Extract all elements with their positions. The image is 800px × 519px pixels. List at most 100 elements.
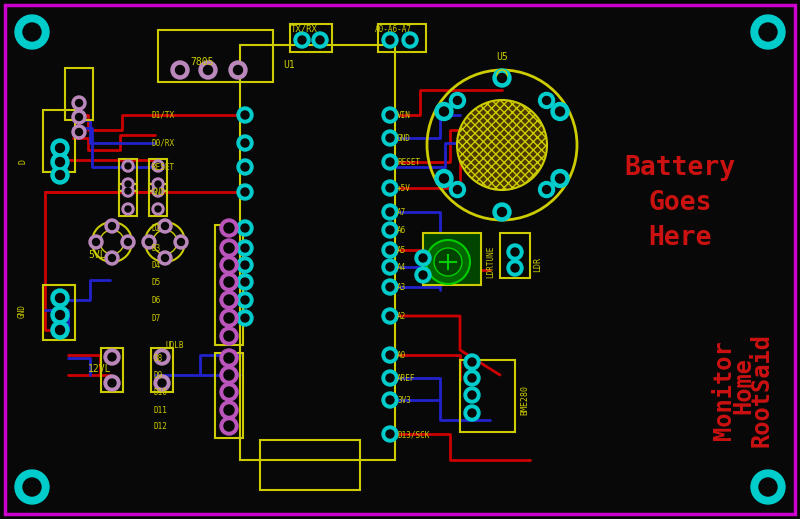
- Circle shape: [294, 32, 310, 48]
- Circle shape: [234, 65, 242, 75]
- Circle shape: [415, 267, 431, 283]
- Text: Here: Here: [648, 225, 712, 251]
- Circle shape: [382, 370, 398, 386]
- Circle shape: [155, 188, 161, 194]
- Bar: [149, 159, 167, 191]
- Text: D7: D7: [152, 314, 162, 323]
- Circle shape: [15, 15, 49, 49]
- Circle shape: [152, 160, 164, 172]
- Circle shape: [759, 23, 777, 41]
- Text: +5V: +5V: [397, 184, 411, 193]
- Text: D4: D4: [152, 261, 162, 270]
- Circle shape: [241, 296, 249, 304]
- Bar: [215, 225, 243, 345]
- Circle shape: [511, 248, 519, 256]
- Circle shape: [237, 310, 253, 326]
- Circle shape: [142, 235, 156, 249]
- Circle shape: [493, 203, 511, 221]
- Circle shape: [224, 331, 234, 341]
- Circle shape: [382, 154, 398, 170]
- Circle shape: [468, 391, 476, 399]
- Circle shape: [125, 163, 131, 169]
- Circle shape: [51, 306, 69, 324]
- Circle shape: [551, 170, 569, 187]
- Circle shape: [55, 294, 65, 303]
- Circle shape: [220, 291, 238, 309]
- Circle shape: [220, 309, 238, 327]
- Circle shape: [51, 153, 69, 171]
- Circle shape: [386, 111, 394, 119]
- Circle shape: [23, 478, 41, 496]
- Bar: [290, 24, 332, 52]
- Circle shape: [51, 289, 69, 307]
- Circle shape: [382, 204, 398, 220]
- Circle shape: [450, 182, 466, 198]
- Circle shape: [386, 36, 394, 44]
- Text: D5: D5: [152, 278, 162, 287]
- Circle shape: [122, 178, 134, 190]
- Text: Home: Home: [731, 357, 755, 414]
- Circle shape: [162, 223, 169, 229]
- Circle shape: [382, 426, 398, 442]
- Circle shape: [450, 92, 466, 108]
- Circle shape: [155, 181, 161, 187]
- Text: A0-A6-A7: A0-A6-A7: [375, 25, 412, 34]
- Circle shape: [220, 383, 238, 401]
- Circle shape: [237, 274, 253, 290]
- Text: TX/RX: TX/RX: [291, 25, 318, 34]
- Circle shape: [224, 421, 234, 431]
- Circle shape: [220, 239, 238, 257]
- Circle shape: [51, 139, 69, 157]
- Circle shape: [121, 235, 135, 249]
- Circle shape: [89, 235, 103, 249]
- Circle shape: [498, 208, 506, 216]
- Text: Goes: Goes: [648, 190, 712, 216]
- Text: D11: D11: [153, 406, 167, 415]
- Text: D8: D8: [153, 354, 162, 363]
- Circle shape: [162, 254, 169, 262]
- Circle shape: [75, 114, 82, 120]
- Text: U1: U1: [283, 60, 294, 70]
- Circle shape: [51, 321, 69, 339]
- Circle shape: [55, 171, 65, 180]
- Circle shape: [199, 61, 217, 79]
- Bar: [65, 68, 93, 120]
- Text: D1/TX: D1/TX: [152, 111, 175, 120]
- Circle shape: [386, 184, 394, 192]
- Circle shape: [454, 97, 462, 104]
- Text: LDR: LDR: [533, 257, 542, 272]
- Circle shape: [109, 254, 115, 262]
- Circle shape: [386, 263, 394, 271]
- Circle shape: [152, 203, 164, 215]
- Circle shape: [386, 374, 394, 382]
- Circle shape: [224, 295, 234, 305]
- Circle shape: [382, 392, 398, 408]
- Circle shape: [108, 379, 116, 387]
- Circle shape: [105, 251, 119, 265]
- Circle shape: [382, 242, 398, 258]
- Circle shape: [382, 279, 398, 295]
- Bar: [43, 285, 75, 340]
- Circle shape: [158, 251, 172, 265]
- Bar: [260, 440, 360, 490]
- Text: 7805: 7805: [190, 57, 214, 67]
- Circle shape: [224, 405, 234, 415]
- Circle shape: [382, 347, 398, 363]
- Circle shape: [178, 239, 185, 245]
- Bar: [423, 233, 481, 285]
- Circle shape: [312, 32, 328, 48]
- Circle shape: [171, 61, 189, 79]
- Circle shape: [55, 157, 65, 167]
- Circle shape: [468, 374, 476, 382]
- Circle shape: [75, 100, 82, 106]
- Circle shape: [224, 277, 234, 287]
- Text: 5VL: 5VL: [88, 250, 106, 260]
- Text: GND: GND: [18, 304, 27, 318]
- Circle shape: [55, 325, 65, 335]
- Circle shape: [386, 208, 394, 216]
- Circle shape: [386, 312, 394, 320]
- Circle shape: [241, 188, 249, 196]
- Circle shape: [224, 353, 234, 363]
- Circle shape: [241, 278, 249, 286]
- Circle shape: [316, 36, 324, 44]
